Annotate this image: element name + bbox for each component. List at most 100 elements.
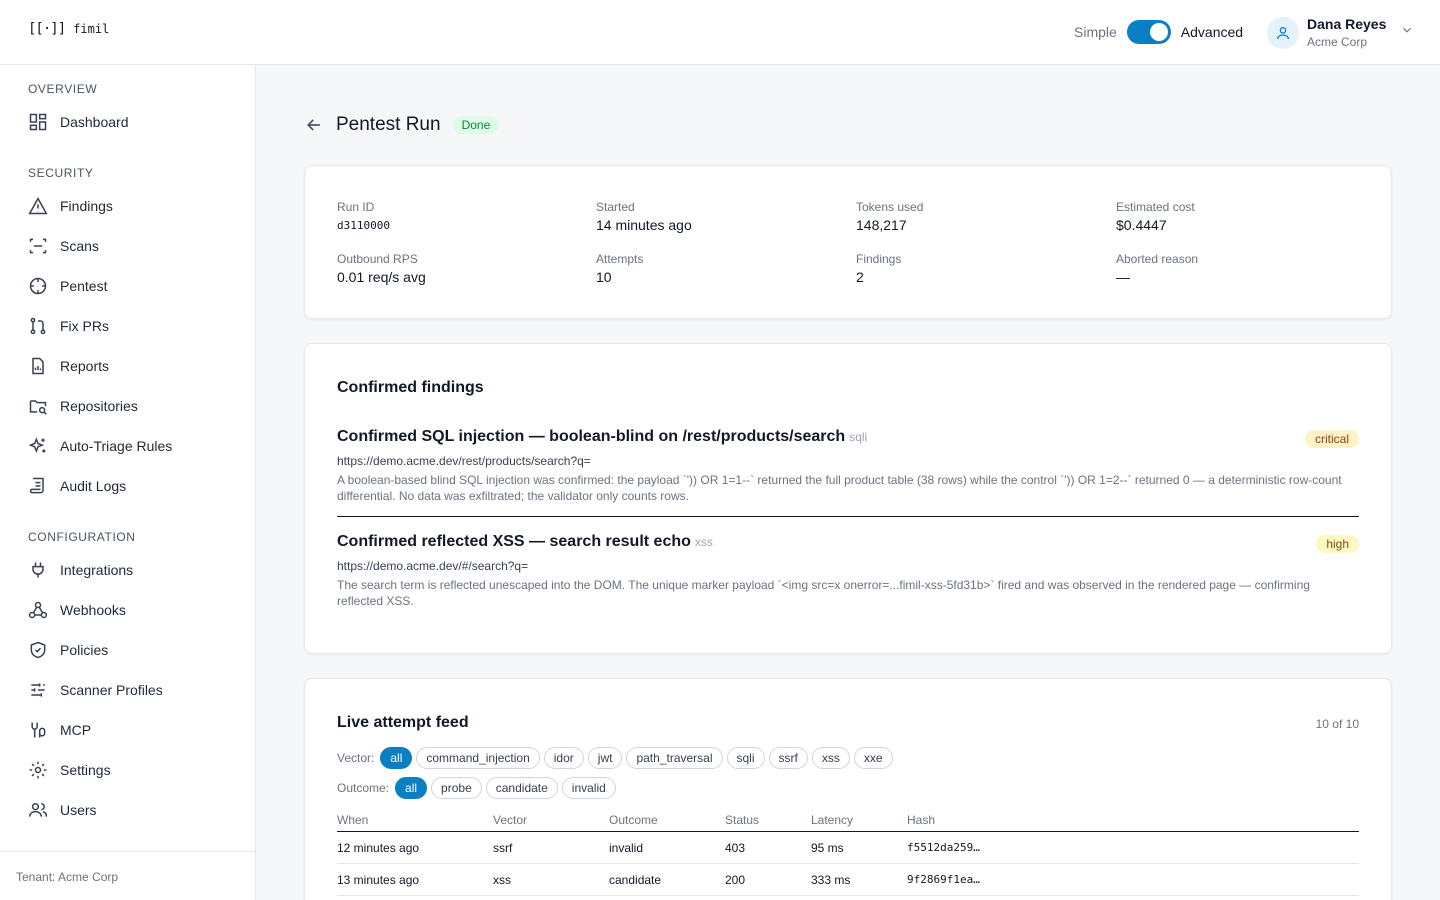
sparkles-icon [28,437,46,454]
stat-label: Aborted reason [1116,252,1199,266]
finding-title-text: Confirmed reflected XSS — search result … [337,533,691,550]
dashboard-icon [29,113,47,131]
sidebar-item-fix-prs[interactable]: Fix PRs [28,314,109,338]
sidebar-item-label: Scanner Profiles [60,682,163,698]
stat-label: Outbound RPS [337,252,418,266]
col-hash[interactable]: Hash [907,813,936,827]
switch-knob [1149,23,1168,41]
vector-chip-ssrf[interactable]: ssrf [768,747,808,769]
logo-text: fimil [73,22,110,36]
outcome-filter-label: Outcome: [337,781,390,795]
col-outcome[interactable]: Outcome [609,813,658,827]
sidebar-item-label: Users [60,802,97,818]
sidebar-item-policies[interactable]: Policies [28,638,108,662]
sidebar-item-mcp[interactable]: MCP [28,718,91,742]
sidebar-item-auto-triage[interactable]: Auto-Triage Rules [28,434,172,458]
vector-filter-label: Vector: [337,751,375,765]
sidebar-item-dashboard[interactable]: Dashboard [28,110,129,134]
stat-findings: Findings 2 [856,252,901,285]
scroll-icon [29,477,44,494]
tenant-label: Tenant: Acme Corp [0,851,255,900]
user-menu[interactable]: Dana Reyes Acme Corp [1267,15,1414,51]
sidebar-item-integrations[interactable]: Integrations [28,558,133,582]
sidebar-item-repositories[interactable]: Repositories [28,394,138,418]
vector-chip-command-injection[interactable]: command_injection [416,747,540,769]
shield-check-icon [30,641,46,659]
vector-chip-idor[interactable]: idor [543,747,584,769]
vector-chip-path-traversal[interactable]: path_traversal [626,747,723,769]
section-security: SECURITY [28,166,94,180]
outcome-filter: Outcome: all probe candidate invalid [337,777,616,799]
sidebar-item-scans[interactable]: Scans [28,234,99,258]
sidebar-item-pentest[interactable]: Pentest [28,274,107,298]
cell-status: 403 [725,840,746,855]
outcome-chip-probe[interactable]: probe [431,777,482,799]
finding-tag: xss [694,535,713,549]
cell-latency: 333 ms [811,872,851,887]
user-name: Dana Reyes [1307,16,1387,32]
sidebar-item-findings[interactable]: Findings [28,194,113,218]
table-row[interactable]: 12 minutes ago ssrf invalid 403 95 ms f5… [337,832,1359,864]
table-row[interactable]: 13 minutes ago xss candidate 200 333 ms … [337,864,1359,896]
mode-switch[interactable] [1126,20,1171,44]
scan-icon [29,238,47,254]
sidebar-item-label: Findings [60,198,113,214]
sidebar-item-reports[interactable]: Reports [28,354,109,378]
stat-value: d3110000 [337,219,390,232]
vector-chip-jwt[interactable]: jwt [587,747,623,769]
logo[interactable]: [[·]] fimil [28,21,109,37]
status-badge: Done [452,116,500,134]
vector-filter: Vector: all command_injection idor jwt p… [337,747,893,769]
attempt-table: When Vector Outcome Status Latency Hash … [337,813,1359,896]
sidebar-item-users[interactable]: Users [28,798,97,822]
stat-label: Attempts [596,252,644,266]
outcome-chip-all[interactable]: all [395,777,428,799]
sidebar-item-label: Repositories [60,398,138,414]
sidebar-item-scanner-profiles[interactable]: Scanner Profiles [28,678,163,702]
stat-cost: Estimated cost $0.4447 [1116,200,1195,233]
mode-toggle: Simple Advanced [1074,20,1243,44]
finding-item[interactable]: Confirmed reflected XSS — search result … [337,533,1359,609]
finding-title: Confirmed reflected XSS — search result … [337,533,1359,551]
stat-run-id: Run ID d3110000 [337,200,390,232]
col-latency[interactable]: Latency [811,813,854,827]
stat-value: 10 [596,269,612,285]
finding-description: A boolean-based blind SQL injection was … [337,473,1342,503]
severity-badge: critical [1304,430,1359,448]
stat-value: 2 [856,269,864,285]
user-org: Acme Corp [1307,35,1368,49]
vector-chip-xss[interactable]: xss [811,747,850,769]
outcome-chip-candidate[interactable]: candidate [485,777,558,799]
finding-title-text: Confirmed SQL injection — boolean-blind … [337,428,846,445]
confirmed-findings-card: Confirmed findings Confirmed SQL injecti… [304,343,1392,654]
col-vector[interactable]: Vector [493,813,528,827]
top-bar: [[·]] fimil Simple Advanced Dana Reyes A… [0,0,1440,65]
cell-when: 12 minutes ago [337,840,420,855]
vector-chip-sqli[interactable]: sqli [726,747,765,769]
finding-item[interactable]: Confirmed SQL injection — boolean-blind … [337,428,1359,504]
sidebar-item-label: Policies [60,642,109,658]
cell-latency: 95 ms [811,840,844,855]
crosshair-icon [29,277,47,295]
vector-chip-all[interactable]: all [380,747,413,769]
cell-hash: f5512da259… [907,841,980,854]
sidebar-item-label: Dashboard [60,114,129,130]
outcome-chip-invalid[interactable]: invalid [561,777,616,799]
sidebar-item-webhooks[interactable]: Webhooks [28,598,126,622]
folder-search-icon [29,400,47,415]
arrow-left-icon[interactable] [304,115,324,135]
sidebar-item-label: Audit Logs [60,478,127,494]
sidebar-item-label: Fix PRs [60,318,109,334]
sidebar-item-label: Webhooks [60,602,126,618]
plug-icon [32,562,44,578]
stat-label: Started [596,200,635,214]
col-when[interactable]: When [337,813,369,827]
sidebar-item-settings[interactable]: Settings [28,758,111,782]
stat-value: 148,217 [856,217,907,233]
sidebar-item-audit-logs[interactable]: Audit Logs [28,474,126,498]
section-overview: OVERVIEW [28,82,98,96]
vector-chip-xxe[interactable]: xxe [853,747,893,769]
mode-advanced-label: Advanced [1180,24,1244,40]
warning-icon [28,196,48,215]
col-status[interactable]: Status [725,813,760,827]
